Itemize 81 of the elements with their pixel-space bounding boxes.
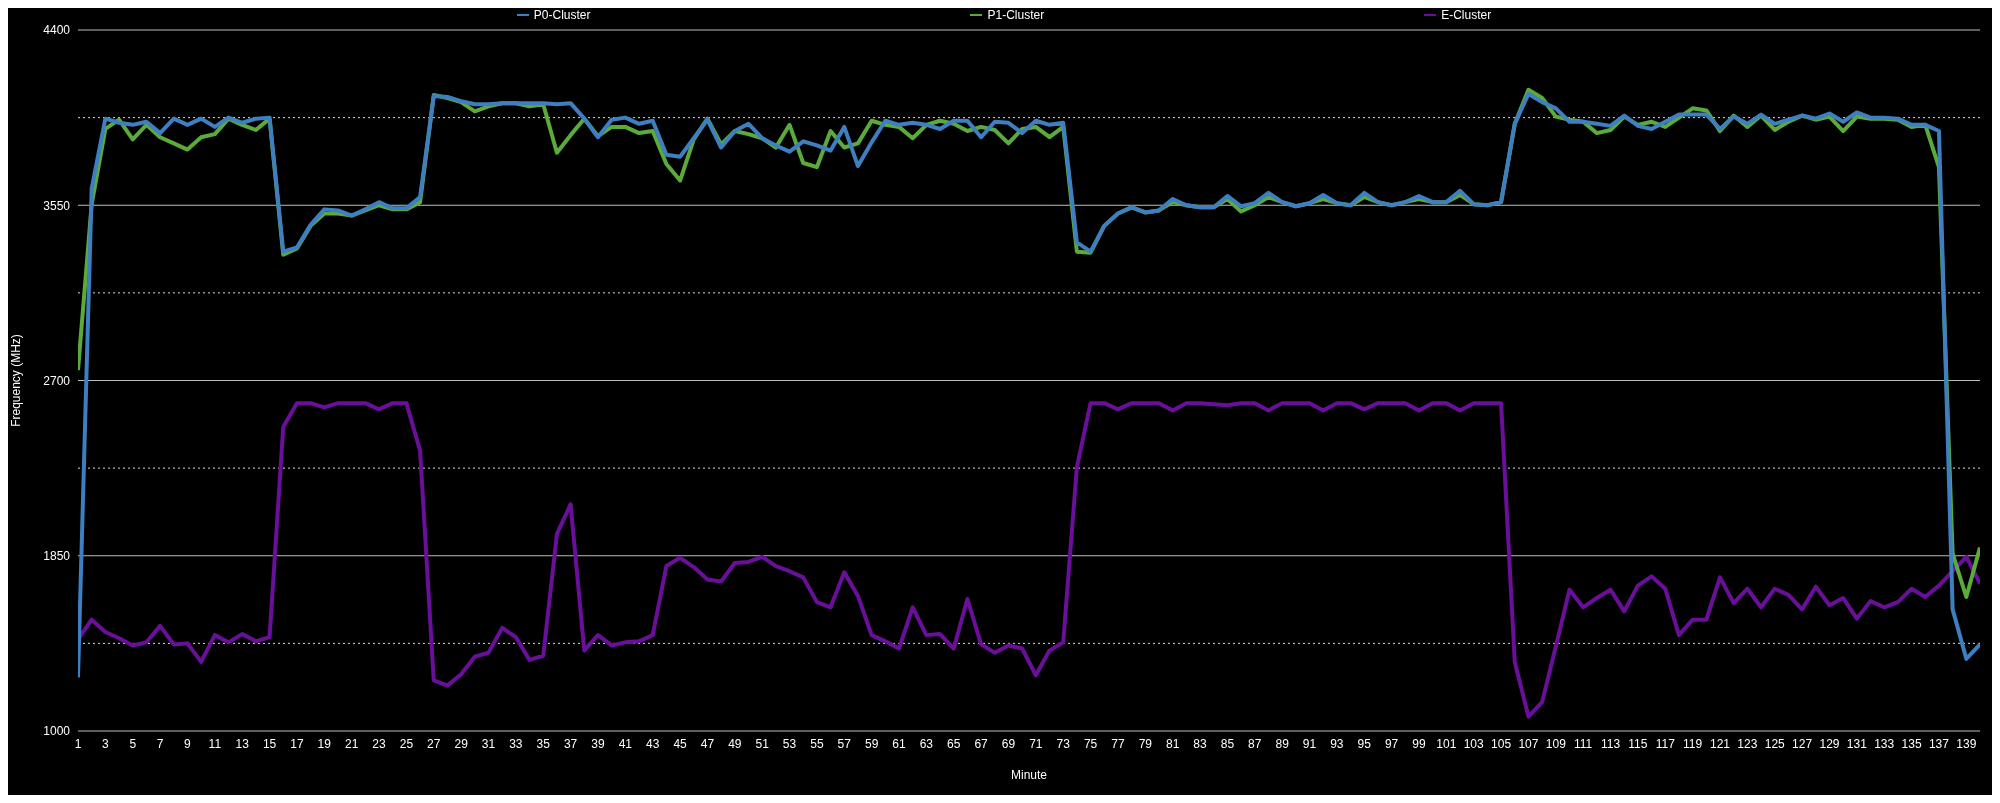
x-tick-label: 67 bbox=[974, 736, 989, 751]
x-tick-label: 13 bbox=[235, 736, 250, 751]
x-tick-label: 35 bbox=[536, 736, 551, 751]
x-tick-label: 91 bbox=[1302, 736, 1317, 751]
legend-label: E-Cluster bbox=[1440, 8, 1492, 22]
x-tick-label: 59 bbox=[864, 736, 879, 751]
legend-label: P0-Cluster bbox=[532, 8, 591, 22]
x-tick-label: 103 bbox=[1463, 736, 1485, 751]
x-tick-label: 127 bbox=[1792, 736, 1813, 751]
x-tick-label: 43 bbox=[646, 736, 660, 751]
x-tick-label: 49 bbox=[728, 736, 742, 751]
x-tick-label: 131 bbox=[1846, 736, 1868, 751]
x-tick-label: 1 bbox=[74, 736, 82, 751]
x-tick-label: 31 bbox=[481, 736, 496, 751]
x-tick-label: 113 bbox=[1600, 736, 1621, 751]
x-tick-label: 97 bbox=[1384, 736, 1399, 751]
y-tick-label: 4400 bbox=[43, 23, 71, 38]
x-tick-label: 11 bbox=[208, 736, 222, 751]
x-tick-label: 137 bbox=[1928, 736, 1950, 751]
x-tick-label: 139 bbox=[1956, 736, 1977, 751]
x-tick-label: 73 bbox=[1056, 736, 1071, 751]
y-tick-label: 1000 bbox=[43, 724, 71, 739]
x-tick-label: 3 bbox=[102, 736, 110, 751]
y-tick-label: 1850 bbox=[43, 549, 71, 564]
y-axis-title: Frequency (MHz) bbox=[9, 334, 24, 427]
x-tick-label: 55 bbox=[810, 736, 824, 751]
y-tick-label: 2700 bbox=[43, 373, 71, 388]
x-tick-label: 71 bbox=[1029, 736, 1043, 751]
legend-label: P1-Cluster bbox=[986, 8, 1045, 22]
x-tick-label: 37 bbox=[563, 736, 578, 751]
x-tick-label: 17 bbox=[290, 736, 304, 751]
x-tick-label: 41 bbox=[618, 736, 633, 751]
x-tick-label: 77 bbox=[1111, 736, 1125, 751]
x-tick-label: 29 bbox=[454, 736, 469, 751]
x-tick-label: 105 bbox=[1491, 736, 1512, 751]
x-tick-label: 53 bbox=[782, 736, 797, 751]
x-tick-label: 87 bbox=[1248, 736, 1262, 751]
x-tick-label: 15 bbox=[262, 736, 277, 751]
x-tick-label: 109 bbox=[1545, 736, 1567, 751]
x-tick-label: 115 bbox=[1628, 736, 1648, 751]
x-tick-label: 61 bbox=[892, 736, 906, 751]
line-series bbox=[78, 401, 1980, 719]
x-tick-label: 5 bbox=[129, 736, 137, 751]
x-tick-label: 63 bbox=[919, 736, 934, 751]
x-tick-label: 39 bbox=[591, 736, 605, 751]
x-tick-label: 85 bbox=[1220, 736, 1235, 751]
x-tick-label: 21 bbox=[344, 736, 359, 751]
x-tick-label: 123 bbox=[1737, 736, 1758, 751]
x-tick-label: 9 bbox=[184, 736, 192, 751]
x-tick-label: 107 bbox=[1518, 736, 1539, 751]
x-tick-label: 125 bbox=[1764, 736, 1786, 751]
x-tick-label: 33 bbox=[509, 736, 523, 751]
x-tick-label: 75 bbox=[1083, 736, 1098, 751]
x-tick-label: 69 bbox=[1001, 736, 1016, 751]
x-tick-label: 111 bbox=[1574, 736, 1593, 751]
x-tick-label: 129 bbox=[1819, 736, 1840, 751]
x-tick-label: 51 bbox=[755, 736, 770, 751]
x-tick-label: 65 bbox=[947, 736, 961, 751]
y-tick-label: 3550 bbox=[43, 198, 71, 213]
x-tick-label: 7 bbox=[156, 736, 164, 751]
x-tick-label: 117 bbox=[1655, 736, 1676, 751]
x-tick-label: 57 bbox=[837, 736, 852, 751]
x-tick-label: 45 bbox=[673, 736, 688, 751]
x-tick-label: 19 bbox=[317, 736, 332, 751]
x-tick-label: 135 bbox=[1901, 736, 1922, 751]
x-tick-label: 119 bbox=[1683, 736, 1703, 751]
x-tick-label: 27 bbox=[427, 736, 441, 751]
x-tick-label: 93 bbox=[1330, 736, 1344, 751]
x-tick-label: 101 bbox=[1436, 736, 1457, 751]
x-tick-label: 83 bbox=[1193, 736, 1208, 751]
x-tick-label: 95 bbox=[1357, 736, 1372, 751]
x-tick-label: 89 bbox=[1275, 736, 1290, 751]
x-tick-label: 47 bbox=[700, 736, 715, 751]
x-tick-label: 79 bbox=[1138, 736, 1153, 751]
x-tick-label: 121 bbox=[1710, 736, 1731, 751]
x-tick-label: 99 bbox=[1412, 736, 1426, 751]
x-tick-label: 25 bbox=[399, 736, 414, 751]
x-axis-title: Minute bbox=[1010, 768, 1048, 782]
x-tick-label: 23 bbox=[372, 736, 387, 751]
x-tick-label: 81 bbox=[1166, 736, 1180, 751]
x-tick-label: 133 bbox=[1874, 736, 1895, 751]
